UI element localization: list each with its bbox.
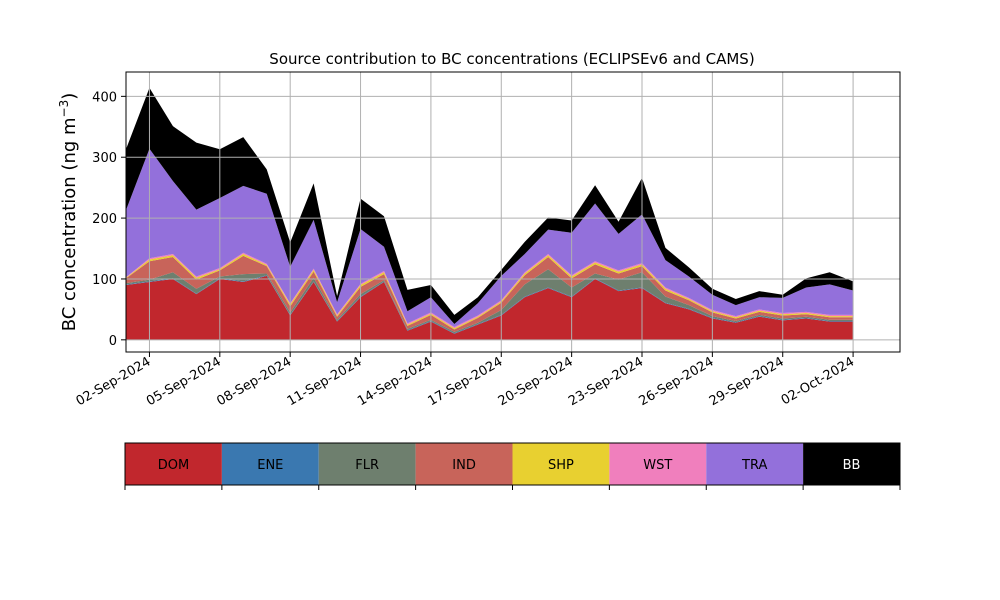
legend-swatch-dom [125, 443, 222, 485]
x-tick-label: 14-Sep-2024 [355, 354, 435, 409]
legend-label: WST [643, 458, 672, 473]
area-bb [126, 87, 854, 325]
legend-swatch-tra [706, 443, 804, 485]
y-axis-label: BC concentration (ng m−3) [57, 93, 80, 332]
area-dom [126, 275, 854, 340]
legend-frame [124, 442, 901, 486]
x-tick-label: 23-Sep-2024 [566, 354, 646, 409]
plot-area: 02-Sep-202405-Sep-202408-Sep-202411-Sep-… [74, 71, 901, 409]
chart-title: Source contribution to BC concentrations… [269, 50, 754, 68]
y-tick-label: 0 [109, 334, 117, 349]
x-tick-label: 11-Sep-2024 [285, 354, 365, 409]
x-tick-label: 05-Sep-2024 [144, 354, 224, 409]
x-tick-label: 29-Sep-2024 [707, 354, 787, 409]
y-tick-label: 400 [92, 90, 117, 105]
legend-label: BB [843, 458, 861, 473]
legend-swatch-ene [221, 443, 319, 485]
x-tick-label: 08-Sep-2024 [214, 354, 294, 409]
legend-swatch-shp [512, 443, 610, 485]
legend-label: DOM [158, 458, 189, 473]
legend-label: TRA [741, 458, 767, 473]
x-tick-label: 20-Sep-2024 [496, 354, 576, 409]
x-tick-label: 26-Sep-2024 [637, 354, 717, 409]
plot-frame [125, 71, 901, 353]
legend: DOM ENE FLR IND SHP WST TRA BB [124, 442, 901, 490]
legend-swatch-wst [609, 443, 707, 485]
area-ene [126, 275, 854, 334]
legend-label: ENE [257, 458, 283, 473]
x-tick-label: 02-Sep-2024 [74, 354, 154, 409]
y-tick-label: 300 [92, 151, 117, 166]
area-tra [126, 148, 854, 328]
y-tick-label: 200 [92, 212, 117, 227]
x-tick-label: 02-Oct-2024 [779, 354, 857, 408]
legend-label: FLR [355, 458, 379, 473]
y-tick-label: 100 [92, 273, 117, 288]
legend-swatch-ind [415, 443, 513, 485]
legend-label: IND [452, 458, 476, 473]
legend-swatch-bb [803, 443, 900, 485]
legend-label: SHP [548, 458, 574, 473]
legend-swatch-flr [318, 443, 416, 485]
x-tick-label: 17-Sep-2024 [425, 354, 505, 409]
